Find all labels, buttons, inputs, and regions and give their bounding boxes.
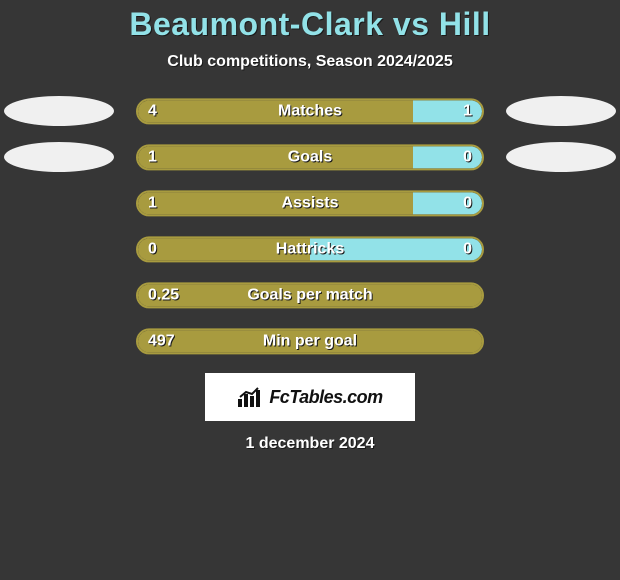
stats-area: 4 1 Matches 1 0 Goals 1 0 Assists 0 0 Hattricks 0.25… xyxy=(0,91,620,367)
page-title: Beaumont-Clark vs Hill xyxy=(0,6,620,43)
bar-left-fill xyxy=(138,146,413,168)
stat-row: 0.25 Goals per match xyxy=(0,275,620,321)
right-badge xyxy=(506,142,616,172)
stat-bar: 1 0 Assists xyxy=(136,190,484,216)
subtitle: Club competitions, Season 2024/2025 xyxy=(0,53,620,71)
logo-text: FcTables.com xyxy=(269,387,382,408)
right-badge xyxy=(506,96,616,126)
stat-right-value: 1 xyxy=(463,102,472,120)
stat-label: Goals xyxy=(288,148,332,166)
stat-bar: 0.25 Goals per match xyxy=(136,282,484,308)
stat-left-value: 0 xyxy=(148,240,157,258)
stat-row: 497 Min per goal xyxy=(0,321,620,367)
bar-left-fill xyxy=(138,100,413,122)
stat-row: 0 0 Hattricks xyxy=(0,229,620,275)
logo-box: FcTables.com xyxy=(205,373,415,421)
stat-left-value: 1 xyxy=(148,194,157,212)
left-badge xyxy=(4,96,114,126)
stat-row: 4 1 Matches xyxy=(0,91,620,137)
stat-right-value: 0 xyxy=(463,194,472,212)
stat-bar: 1 0 Goals xyxy=(136,144,484,170)
stat-label: Assists xyxy=(282,194,339,212)
bar-left-fill xyxy=(138,192,413,214)
stat-bar: 0 0 Hattricks xyxy=(136,236,484,262)
stat-left-value: 1 xyxy=(148,148,157,166)
stat-left-value: 0.25 xyxy=(148,286,179,304)
stat-label: Min per goal xyxy=(263,332,357,350)
left-badge xyxy=(4,142,114,172)
stat-left-value: 4 xyxy=(148,102,157,120)
stat-left-value: 497 xyxy=(148,332,175,350)
infographic-root: Beaumont-Clark vs Hill Club competitions… xyxy=(0,0,620,453)
stat-row: 1 0 Goals xyxy=(0,137,620,183)
stat-label: Hattricks xyxy=(276,240,344,258)
stat-bar: 4 1 Matches xyxy=(136,98,484,124)
stat-bar: 497 Min per goal xyxy=(136,328,484,354)
date-text: 1 december 2024 xyxy=(0,435,620,453)
chart-icon xyxy=(237,386,263,408)
stat-row: 1 0 Assists xyxy=(0,183,620,229)
stat-label: Matches xyxy=(278,102,342,120)
stat-label: Goals per match xyxy=(247,286,372,304)
stat-right-value: 0 xyxy=(463,148,472,166)
stat-right-value: 0 xyxy=(463,240,472,258)
